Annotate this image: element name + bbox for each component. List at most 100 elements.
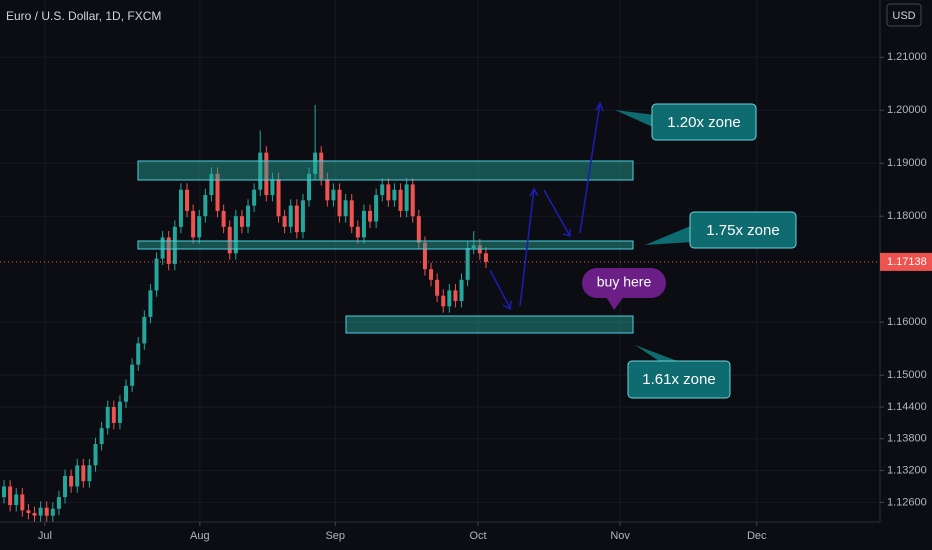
x-tick-label: Nov xyxy=(610,530,630,542)
candle-body xyxy=(172,226,177,264)
candle-body xyxy=(416,216,421,243)
middle-zone xyxy=(137,240,634,250)
support-zone xyxy=(345,315,634,334)
candle-body xyxy=(50,508,55,516)
candle-body xyxy=(81,465,86,482)
y-tick-label: 1.20000 xyxy=(887,104,927,116)
candle-body xyxy=(313,152,318,174)
candle-body xyxy=(288,205,293,227)
candle-body xyxy=(307,173,312,201)
candle-body xyxy=(343,200,348,217)
x-tick-label: Sep xyxy=(325,530,345,542)
candle-body xyxy=(441,295,446,307)
candle-body xyxy=(246,205,251,227)
callout-pointer xyxy=(605,295,625,310)
candle-body xyxy=(300,200,305,233)
candle-body xyxy=(252,189,257,206)
currency-box xyxy=(886,3,922,27)
candle-body xyxy=(435,279,440,296)
candle-body xyxy=(483,253,488,262)
candle-body xyxy=(99,428,104,445)
candle-body xyxy=(197,216,202,238)
callout xyxy=(689,211,797,249)
y-tick-label: 1.13200 xyxy=(887,465,927,477)
candle-body xyxy=(404,184,409,211)
callout xyxy=(627,360,731,399)
candle-body xyxy=(117,401,122,423)
projection-arrows xyxy=(489,101,604,311)
callout xyxy=(582,268,666,298)
candle-body xyxy=(142,316,147,344)
callout-pointer xyxy=(615,110,655,128)
candle-body xyxy=(203,195,208,217)
callout-pointer xyxy=(635,345,680,365)
candle-body xyxy=(44,507,49,516)
candle-body xyxy=(331,189,336,201)
candle-body xyxy=(398,189,403,211)
candle-body xyxy=(69,475,74,487)
candle-body xyxy=(276,179,281,217)
candle-body xyxy=(191,210,196,238)
y-tick-label: 1.16000 xyxy=(887,316,927,328)
candle-body xyxy=(471,245,476,249)
arrowhead xyxy=(502,300,512,311)
candle-body xyxy=(2,486,7,498)
callout-text: 1.20x zone xyxy=(667,114,740,131)
candle-body xyxy=(386,184,391,201)
arrow xyxy=(579,102,601,234)
y-tick-label: 1.13800 xyxy=(887,433,927,445)
candle-body xyxy=(355,226,360,238)
last-price-label: 1.17138 xyxy=(887,256,927,268)
symbol-title: Euro / U.S. Dollar, 1D, FXCM xyxy=(6,9,161,23)
y-tick-label: 1.19000 xyxy=(887,157,927,169)
candle-body xyxy=(87,465,92,482)
candle-body xyxy=(447,290,452,307)
candle-body xyxy=(258,152,263,190)
candle-body xyxy=(361,210,366,238)
arrowhead xyxy=(529,187,539,197)
candle-body xyxy=(8,486,13,506)
candle-body xyxy=(380,184,385,196)
candle-body xyxy=(56,497,61,509)
candle-body xyxy=(282,216,287,227)
candle-body xyxy=(185,189,190,211)
candle-body xyxy=(319,152,324,180)
x-tick-label: Aug xyxy=(190,530,210,542)
candle-body xyxy=(410,184,415,217)
y-tick-label: 1.18000 xyxy=(887,210,927,222)
candle-body xyxy=(227,226,232,254)
candle-body xyxy=(459,279,464,302)
arrow xyxy=(519,188,535,307)
price-indicator: 1.17138 xyxy=(0,252,932,271)
callout-text: 1.61x zone xyxy=(642,371,715,388)
callout-text: 1.75x zone xyxy=(706,222,779,239)
candle-body xyxy=(105,407,110,429)
candle-body xyxy=(32,512,37,516)
last-price-box xyxy=(880,252,932,271)
candle-body xyxy=(14,494,19,506)
candle-body xyxy=(178,189,183,227)
candle-body xyxy=(465,248,470,280)
y-tick-label: 1.21000 xyxy=(887,51,927,63)
y-tick-label: 1.12600 xyxy=(887,496,927,508)
resistance-zone xyxy=(137,160,634,181)
currency: USD xyxy=(892,10,915,22)
arrowhead xyxy=(562,229,571,237)
candle-body xyxy=(422,242,427,270)
candle-body xyxy=(221,210,226,227)
candle-body xyxy=(349,200,354,227)
x-tick-label: Jul xyxy=(38,530,52,542)
x-tick-label: Dec xyxy=(747,530,767,542)
candle-body xyxy=(75,465,80,487)
y-tick-label: 1.15000 xyxy=(887,369,927,381)
candle-body xyxy=(264,152,269,196)
candle-body xyxy=(130,364,135,386)
candle-body xyxy=(215,173,220,211)
candle-body xyxy=(26,510,31,513)
callout xyxy=(651,103,757,141)
candle-body xyxy=(111,407,116,423)
x-tick-label: Oct xyxy=(469,530,486,542)
candle-body xyxy=(429,269,434,280)
arrowhead xyxy=(595,101,604,112)
